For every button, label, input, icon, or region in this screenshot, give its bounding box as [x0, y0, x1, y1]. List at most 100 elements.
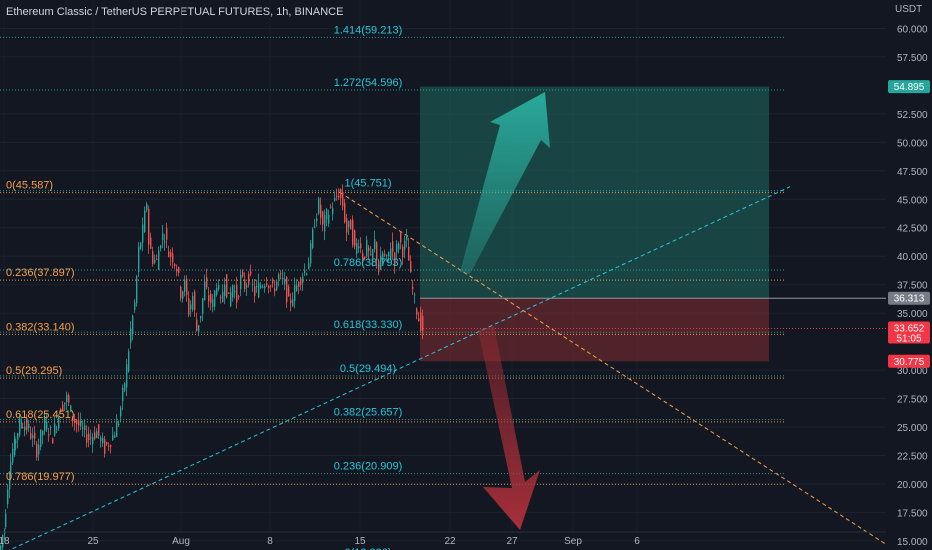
fib-orange-label: 0.382(33.140) [6, 321, 75, 333]
candle-body [164, 241, 166, 243]
candle-body [406, 236, 408, 241]
candle-body [158, 250, 160, 270]
candle-body [234, 291, 236, 293]
candle-body [28, 423, 30, 429]
candle-body [180, 286, 182, 299]
candle-body [336, 195, 338, 197]
candle-body [78, 420, 80, 426]
y-tick-label: 50.000 [897, 138, 928, 149]
candle-body [194, 291, 196, 311]
candle-body [288, 286, 290, 297]
candle-body [138, 246, 140, 273]
fib-teal-label: 1(45.751) [344, 178, 391, 190]
candle-body [86, 434, 88, 443]
candle-body [384, 254, 386, 256]
candle-body [156, 258, 158, 260]
candle-body [374, 239, 376, 250]
candle-body [334, 197, 336, 201]
price-label-text: 36.313 [894, 294, 925, 305]
candle-body [204, 281, 206, 301]
candle-body [392, 241, 394, 252]
candle-body [5, 513, 7, 527]
candle-body [272, 281, 274, 284]
candle-body [144, 210, 146, 232]
candle-body [200, 316, 202, 319]
candle-body [396, 243, 398, 253]
candle-body [314, 226, 316, 228]
candle-body [182, 291, 184, 299]
candle-body [372, 249, 374, 259]
price-label-tag [888, 291, 930, 305]
y-tick-label: 42.500 [897, 224, 928, 235]
x-tick-label: 15 [354, 536, 366, 547]
candle-body [44, 417, 46, 431]
candle-body [100, 437, 102, 441]
candle-body [312, 229, 314, 249]
price-label-countdown: 51:05 [896, 333, 921, 344]
candle-body [328, 214, 330, 224]
candle-body [132, 315, 134, 334]
direction-arrows [460, 92, 550, 530]
candle-body [192, 296, 194, 310]
x-tick-label: 22 [444, 536, 456, 547]
candle-body [112, 435, 114, 440]
candle-body [72, 416, 74, 422]
candle-body [172, 253, 174, 262]
candle-body [166, 227, 168, 240]
candle-body [108, 445, 110, 447]
candle-body [228, 292, 230, 294]
candle-body [362, 253, 364, 263]
candle-body [98, 424, 100, 436]
candle-body [56, 428, 58, 430]
price-label-tag [888, 354, 930, 368]
fib-teal-label: 0.236(20.909) [334, 461, 403, 473]
candle-body [90, 437, 92, 439]
candle-body [64, 402, 66, 405]
candle-body [330, 206, 332, 208]
candle-body [390, 248, 392, 260]
candle-body [146, 204, 148, 211]
candle-body [422, 316, 424, 331]
candle-body [136, 276, 138, 304]
candle-body [276, 281, 278, 290]
fib-teal-label: 0.618(33.330) [334, 319, 403, 331]
candle-body [34, 432, 36, 439]
candle-body [66, 394, 68, 402]
candle-body [184, 279, 186, 292]
candle-body [346, 218, 348, 233]
candle-body [420, 312, 422, 331]
candle-body [220, 296, 222, 298]
candle-body [380, 255, 382, 270]
candle-body [304, 270, 306, 273]
y-tick-label: 57.500 [897, 53, 928, 64]
candle-body [398, 243, 400, 250]
candle-body [350, 220, 352, 230]
x-tick-label: 25 [87, 536, 99, 547]
fib-teal-label: 0(13.336) [344, 547, 391, 550]
candle-body [92, 437, 94, 444]
fib-teal-label: 0.5(29.494) [340, 363, 396, 375]
candle-body [74, 418, 76, 423]
chart-title: Ethereum Classic / TetherUS PERPETUAL FU… [6, 6, 344, 18]
trend-lines [8, 186, 887, 550]
candle-body [224, 284, 226, 297]
price-label-tag [888, 80, 930, 94]
candle-body [62, 404, 64, 411]
candle-body [94, 432, 96, 439]
candle-body [242, 271, 244, 277]
candle-body [284, 278, 286, 284]
y-axis-unit: USDT [895, 4, 923, 15]
candle-body [162, 233, 164, 241]
candle-body [124, 382, 126, 391]
candle-body [252, 284, 254, 286]
candle-body [256, 286, 258, 288]
candle-body [238, 296, 240, 298]
candle-body [134, 302, 136, 310]
candle-body [174, 263, 176, 266]
y-tick-label: 15.000 [897, 537, 928, 548]
y-tick-label: 52.500 [897, 110, 928, 121]
candle-body [250, 271, 252, 275]
candle-body [254, 286, 256, 296]
